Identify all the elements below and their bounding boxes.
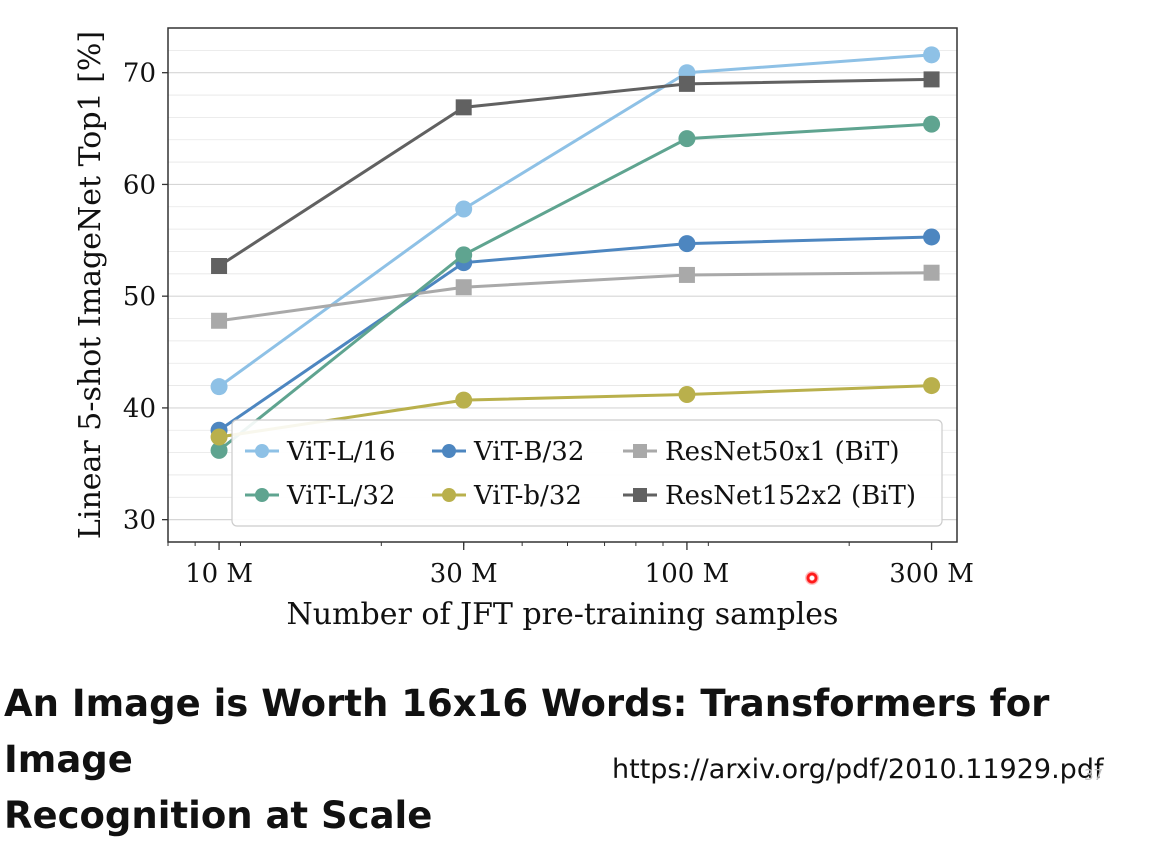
- x-tick-label: 10 M: [185, 559, 253, 589]
- data-point: [678, 266, 695, 283]
- legend-item: ViT-b/32: [432, 481, 582, 511]
- legend-label: ViT-L/16: [286, 437, 396, 467]
- legend-item: ViT-L/32: [245, 481, 396, 511]
- series-resnet152x2-bit-: [211, 71, 940, 275]
- data-point: [678, 386, 696, 404]
- y-axis-label: Linear 5-shot ImageNet Top1 [%]: [73, 31, 108, 539]
- paper-url[interactable]: https://arxiv.org/pdf/2010.11929.pdf: [612, 754, 1104, 785]
- legend-item: ViT-L/16: [245, 437, 396, 467]
- series-vit-l-32: [210, 115, 941, 459]
- plot-frame: [167, 27, 958, 543]
- data-point: [923, 264, 940, 281]
- slide-title-line-2: Recognition at Scale: [4, 794, 433, 837]
- series-line: [218, 271, 932, 323]
- legend-marker: [255, 444, 269, 458]
- legend-marker: [255, 488, 269, 502]
- legend-item: ViT-B/32: [432, 437, 584, 467]
- data-point: [455, 391, 473, 409]
- y-tick-label: 30: [123, 506, 156, 536]
- data-point: [210, 441, 228, 459]
- data-point: [923, 115, 941, 133]
- legend: ViT-L/16 ViT-B/32 ResNet50x1 (BiT) ViT-L/32…: [231, 419, 943, 527]
- y-tick-label: 50: [123, 282, 156, 312]
- data-point: [211, 312, 228, 329]
- legend-label: ResNet152x2 (BiT): [665, 481, 916, 511]
- x-axis-label: Number of JFT pre-training samples: [287, 597, 839, 632]
- data-point: [455, 99, 472, 116]
- series-vit-b-32: [210, 377, 941, 446]
- series-line: [218, 53, 932, 388]
- legend-marker: [633, 488, 647, 502]
- data-point: [923, 228, 941, 246]
- y-tick-label: 60: [123, 170, 156, 200]
- series-resnet50x1-bit-: [211, 264, 940, 329]
- legend-label: ViT-L/32: [286, 481, 396, 511]
- series-line: [218, 122, 932, 452]
- slide-number: 37: [1084, 766, 1104, 784]
- data-point: [678, 130, 696, 148]
- x-tick-label: 300 M: [889, 559, 974, 589]
- legend-item: ResNet152x2 (BiT): [623, 481, 916, 511]
- series-line: [218, 235, 932, 432]
- data-point: [923, 377, 941, 395]
- data-point: [923, 71, 940, 88]
- x-tick-label: 100 M: [645, 559, 730, 589]
- series-line: [218, 384, 932, 439]
- legend-item: ResNet50x1 (BiT): [623, 437, 900, 467]
- legend-marker: [442, 488, 456, 502]
- legend-label: ViT-b/32: [473, 481, 582, 511]
- legend-label: ResNet50x1 (BiT): [665, 437, 900, 467]
- data-point: [211, 258, 228, 275]
- data-point: [455, 246, 473, 264]
- slide-title-line-1: An Image is Worth 16x16 Words: Transform…: [4, 682, 1050, 781]
- x-axis: 10 M 30 M 100 M 300 M: [167, 542, 974, 589]
- y-axis: 30 40 50 60 70: [123, 59, 168, 536]
- legend-marker: [633, 444, 647, 458]
- legend-marker: [442, 444, 456, 458]
- data-point: [455, 200, 473, 218]
- laser-pointer-icon: [805, 571, 819, 585]
- series-line: [218, 77, 932, 268]
- data-point: [678, 235, 696, 253]
- legend-box: [231, 419, 943, 527]
- data-point: [923, 46, 941, 64]
- y-tick-label: 70: [123, 59, 156, 89]
- y-tick-label: 40: [123, 394, 156, 424]
- data-point: [678, 75, 695, 92]
- data-point: [210, 428, 228, 446]
- x-tick-label: 30 M: [430, 559, 498, 589]
- chart: 30 40 50 60 70 10 M 30 M 100 M 300 M Number of JF…: [73, 27, 974, 632]
- legend-label: ViT-B/32: [473, 437, 584, 467]
- data-point: [455, 279, 472, 296]
- data-point: [210, 378, 228, 396]
